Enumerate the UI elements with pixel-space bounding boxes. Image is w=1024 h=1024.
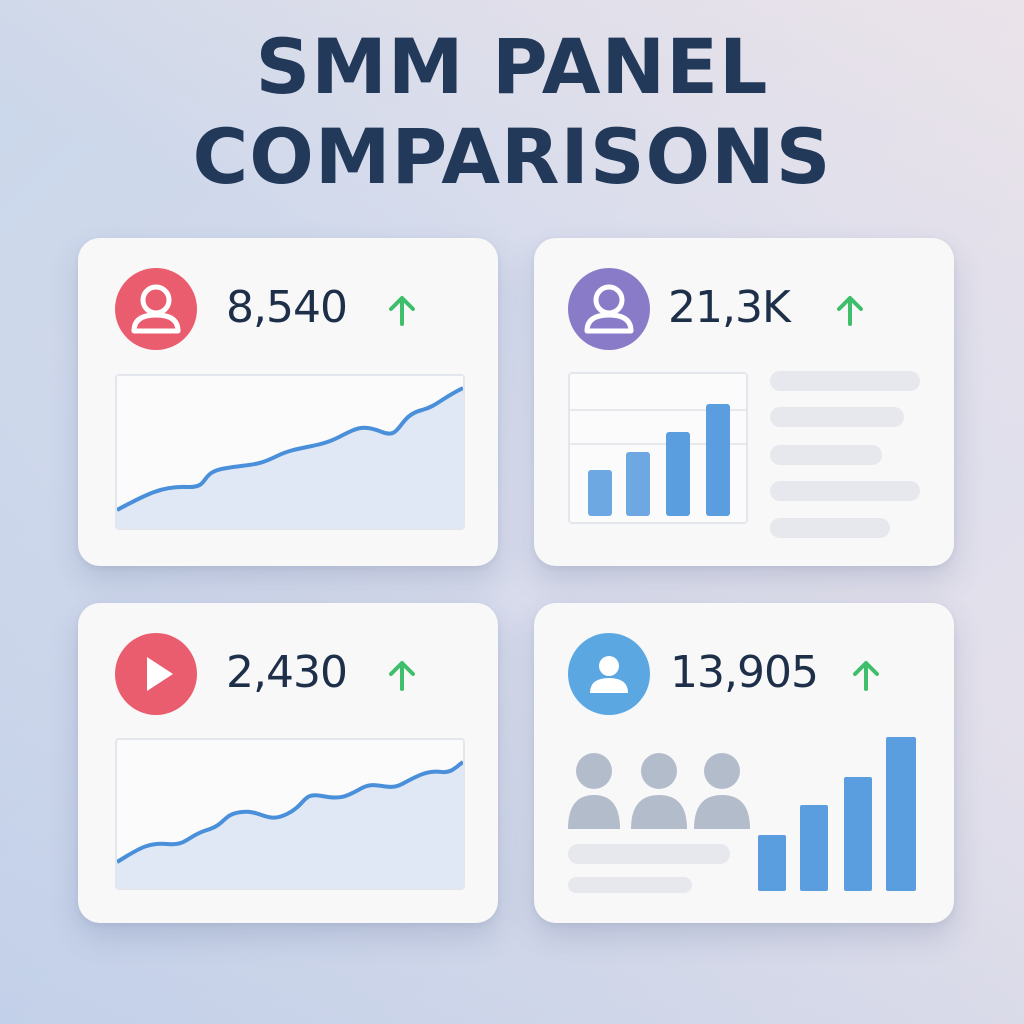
stat-value: 8,540 xyxy=(226,282,348,333)
title-line-2: COMPARISONS xyxy=(192,112,832,201)
bar xyxy=(800,805,828,891)
placeholder-line xyxy=(568,877,692,893)
placeholder-line xyxy=(770,518,890,538)
users-group-icon xyxy=(568,753,750,829)
line-chart xyxy=(115,738,465,890)
bar-chart xyxy=(568,372,748,524)
placeholder-line xyxy=(770,371,920,391)
bar xyxy=(706,404,730,516)
page-title: SMM PANEL COMPARISONS xyxy=(0,22,1024,202)
user-icon xyxy=(568,633,650,715)
line-chart-line xyxy=(117,760,463,864)
up-arrow-icon xyxy=(848,657,884,693)
user-icon xyxy=(568,268,650,350)
stat-card-2[interactable]: 21,3K xyxy=(534,238,954,566)
bar xyxy=(588,470,612,516)
stat-card-1[interactable]: 8,540 xyxy=(78,238,498,566)
line-chart-area xyxy=(117,388,463,528)
bar xyxy=(886,737,916,891)
stat-value: 13,905 xyxy=(670,647,819,698)
bar-chart xyxy=(758,737,916,891)
placeholder-line xyxy=(770,481,920,501)
placeholder-line xyxy=(770,445,882,465)
bar xyxy=(844,777,872,891)
stat-value: 2,430 xyxy=(226,647,348,698)
up-arrow-icon xyxy=(832,292,868,328)
stat-card-3[interactable]: 2,430 xyxy=(78,603,498,923)
line-chart-line xyxy=(117,386,463,512)
stat-card-4[interactable]: 13,905 xyxy=(534,603,954,923)
bar xyxy=(758,835,786,891)
stat-value: 21,3K xyxy=(668,282,791,333)
line-chart xyxy=(115,374,465,530)
line-chart-area xyxy=(117,762,463,888)
placeholder-line xyxy=(568,844,730,864)
up-arrow-icon xyxy=(384,292,420,328)
bar xyxy=(666,432,690,516)
bar xyxy=(626,452,650,516)
user-icon xyxy=(115,268,197,350)
up-arrow-icon xyxy=(384,657,420,693)
placeholder-line xyxy=(770,407,904,427)
play-icon xyxy=(115,633,197,715)
title-line-1: SMM PANEL xyxy=(255,22,769,111)
